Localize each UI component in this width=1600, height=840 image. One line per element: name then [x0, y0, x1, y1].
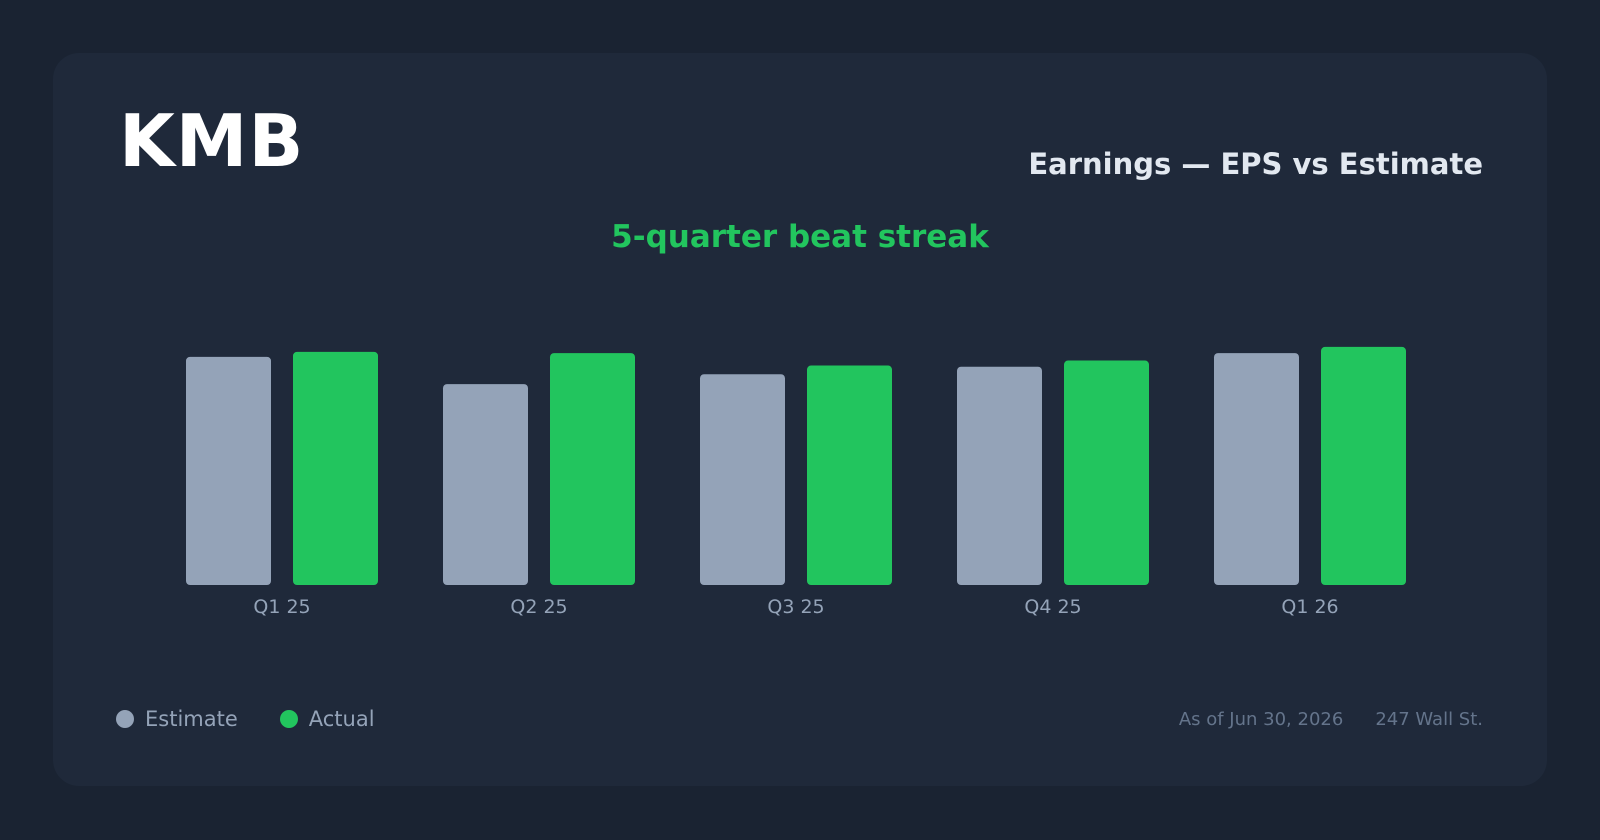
x-tick-label: Q4 25 — [1024, 596, 1081, 618]
source-label: 247 Wall St. — [1375, 709, 1483, 730]
bar-actual-q4-25 — [1064, 360, 1149, 585]
x-tick-label: Q2 25 — [510, 596, 567, 618]
bar-estimate-q4-25 — [957, 366, 1042, 585]
chart-card: KMB Earnings — EPS vs Estimate 5-quarter… — [53, 53, 1547, 786]
footer: As of Jun 30, 2026 247 Wall St. — [1179, 709, 1483, 730]
legend-label-actual: Actual — [308, 707, 375, 731]
x-tick-label: Q3 25 — [767, 596, 824, 618]
x-tick-label: Q1 26 — [1281, 596, 1338, 618]
bar-actual-q1-26 — [1321, 346, 1406, 585]
legend: Estimate Actual — [116, 707, 417, 731]
bar-estimate-q2-25 — [443, 384, 528, 585]
legend-item-actual: Actual — [279, 707, 375, 731]
ticker-symbol: KMB — [119, 99, 305, 183]
legend-swatch-estimate — [116, 710, 134, 728]
x-axis-labels: Q1 25 Q2 25 Q3 25 Q4 25 Q1 26 — [253, 596, 1338, 618]
legend-item-estimate: Estimate — [116, 707, 238, 731]
bar-chart: Q1 25 Q2 25 Q3 25 Q4 25 Q1 26 — [186, 346, 1406, 618]
bar-estimate-q3-25 — [700, 374, 785, 585]
bar-estimate-q1-25 — [186, 356, 271, 585]
as-of-date: As of Jun 30, 2026 — [1178, 709, 1344, 730]
bars-group — [186, 346, 1406, 585]
bar-actual-q2-25 — [550, 353, 635, 585]
chart-title: Earnings — EPS vs Estimate — [1028, 147, 1483, 181]
x-tick-label: Q1 25 — [253, 596, 310, 618]
chart-subtitle: 5-quarter beat streak — [611, 219, 989, 255]
bar-actual-q1-25 — [293, 351, 378, 585]
bar-estimate-q1-26 — [1214, 353, 1299, 585]
legend-label-estimate: Estimate — [145, 707, 238, 731]
legend-swatch-actual — [279, 710, 298, 728]
bar-actual-q3-25 — [807, 365, 892, 585]
